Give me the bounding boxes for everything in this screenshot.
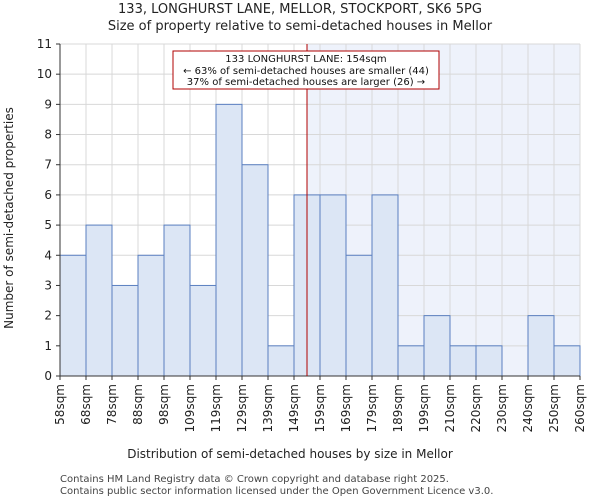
bar	[189, 284, 217, 377]
bar	[423, 315, 451, 377]
x-tick-label: 129sqm	[235, 384, 249, 432]
bar	[215, 103, 243, 377]
x-tick-label: 68sqm	[79, 384, 93, 425]
x-tick-label: 159sqm	[313, 384, 327, 432]
x-tick-label: 58sqm	[53, 384, 67, 425]
y-tick-label: 9	[44, 97, 52, 111]
bar	[553, 345, 581, 377]
x-tick-label: 260sqm	[573, 384, 587, 432]
y-tick-label: 5	[44, 218, 52, 232]
x-tick-label: 119sqm	[209, 384, 223, 432]
x-tick-label: 220sqm	[469, 384, 483, 432]
bar	[319, 194, 347, 377]
annotation-line2: ← 63% of semi-detached houses are smalle…	[183, 66, 429, 77]
bar	[475, 345, 503, 377]
x-tick-label: 169sqm	[339, 384, 353, 432]
y-tick-label: 3	[44, 278, 52, 292]
x-tick-label: 78sqm	[105, 384, 119, 425]
annotation-box	[172, 50, 440, 90]
bar	[111, 284, 139, 377]
bar	[371, 194, 399, 377]
y-tick-label: 7	[44, 158, 52, 172]
y-tick-label: 1	[44, 339, 52, 353]
y-tick-label: 4	[44, 248, 52, 262]
x-tick-label: 139sqm	[261, 384, 275, 432]
chart-subtitle: Size of property relative to semi-detach…	[108, 19, 493, 34]
bar	[137, 254, 165, 377]
plot-area: 0 1 2 3 4 5 6 7 8 9 10 11 58sqm 68sqm 78sqm 88sqm 98sqm 1…	[37, 37, 587, 432]
x-tick-label: 199sqm	[417, 384, 431, 432]
y-tick-label: 0	[44, 369, 52, 383]
bar	[163, 224, 191, 377]
bar	[345, 254, 373, 377]
y-tick-label: 6	[44, 188, 52, 202]
bar	[449, 345, 477, 377]
x-tick-label: 179sqm	[365, 384, 379, 432]
y-tick-label: 2	[44, 309, 52, 323]
chart-title: 133, LONGHURST LANE, MELLOR, STOCKPORT, …	[118, 2, 482, 17]
x-tick-label: 230sqm	[495, 384, 509, 432]
annotation-line3: 37% of semi-detached houses are larger (…	[187, 77, 425, 88]
footer-line-1: Contains HM Land Registry data © Crown c…	[60, 474, 449, 485]
x-tick-label: 210sqm	[443, 384, 457, 432]
footer-line-2: Contains public sector information licen…	[60, 486, 493, 497]
bar	[267, 345, 295, 377]
x-tick-label: 109sqm	[183, 384, 197, 432]
x-tick-label: 88sqm	[131, 384, 145, 425]
x-tick-label: 98sqm	[157, 384, 171, 425]
x-axis-label: Distribution of semi-detached houses by …	[127, 447, 453, 461]
y-tick-label: 8	[44, 128, 52, 142]
x-tick-label: 250sqm	[547, 384, 561, 432]
x-tick-label: 149sqm	[287, 384, 301, 432]
bar	[397, 345, 425, 377]
y-axis-label: Number of semi-detached properties	[2, 107, 16, 329]
bar	[241, 164, 269, 377]
annotation-line1: 133 LONGHURST LANE: 154sqm	[225, 54, 386, 65]
y-tick-label: 11	[37, 37, 52, 51]
x-tick-label: 189sqm	[391, 384, 405, 432]
bar	[85, 224, 113, 377]
bar	[527, 315, 555, 377]
x-tick-label: 240sqm	[521, 384, 535, 432]
y-tick-label: 10	[37, 67, 52, 81]
bar	[59, 254, 87, 377]
